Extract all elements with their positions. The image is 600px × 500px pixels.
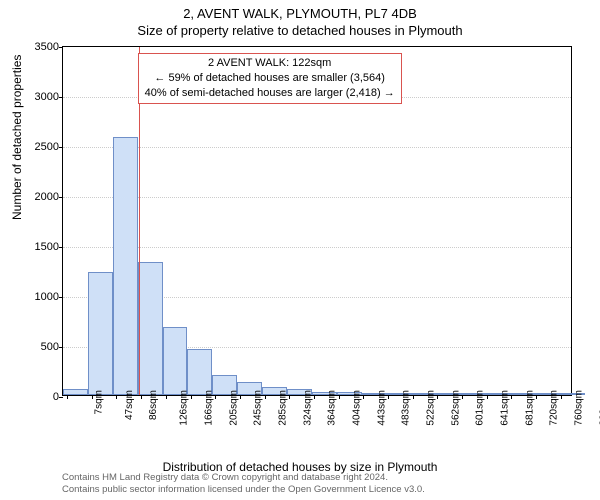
histogram-bar bbox=[138, 262, 163, 395]
x-tick-label: 324sqm bbox=[302, 390, 313, 426]
y-tick-label: 2500 bbox=[17, 141, 59, 153]
y-tick-label: 0 bbox=[17, 391, 59, 403]
plot-area: 05001000150020002500300035007sqm47sqm86s… bbox=[62, 46, 572, 396]
x-tick-label: 681sqm bbox=[524, 390, 535, 426]
x-tick-label: 443sqm bbox=[376, 390, 387, 426]
y-tick-label: 3000 bbox=[17, 91, 59, 103]
x-tick-label: 7sqm bbox=[94, 390, 105, 414]
y-tick-label: 1500 bbox=[17, 241, 59, 253]
x-tick-label: 641sqm bbox=[499, 390, 510, 426]
x-tick-label: 562sqm bbox=[450, 390, 461, 426]
title-address: 2, AVENT WALK, PLYMOUTH, PL7 4DB bbox=[0, 6, 600, 21]
annotation-line: ← 59% of detached houses are smaller (3,… bbox=[145, 71, 395, 86]
x-tick-label: 205sqm bbox=[228, 390, 239, 426]
histogram-bar bbox=[113, 137, 138, 395]
histogram-bar bbox=[187, 349, 212, 395]
y-tick-label: 3500 bbox=[17, 41, 59, 53]
x-tick-label: 126sqm bbox=[179, 390, 190, 426]
x-tick-label: 364sqm bbox=[327, 390, 338, 426]
x-tick-label: 245sqm bbox=[253, 390, 264, 426]
annotation-line: 2 AVENT WALK: 122sqm bbox=[145, 56, 395, 71]
x-tick-label: 404sqm bbox=[352, 390, 363, 426]
chart-container: 05001000150020002500300035007sqm47sqm86s… bbox=[62, 46, 572, 396]
x-tick-label: 285sqm bbox=[278, 390, 289, 426]
y-tick-label: 2000 bbox=[17, 191, 59, 203]
x-tick-label: 760sqm bbox=[573, 390, 584, 426]
footer-line2: Contains public sector information licen… bbox=[62, 484, 425, 496]
annotation-box: 2 AVENT WALK: 122sqm← 59% of detached ho… bbox=[138, 53, 402, 104]
y-tick-label: 500 bbox=[17, 341, 59, 353]
x-tick-label: 601sqm bbox=[474, 390, 485, 426]
x-tick-label: 720sqm bbox=[548, 390, 559, 426]
x-tick-label: 86sqm bbox=[149, 390, 160, 420]
footer: Contains HM Land Registry data © Crown c… bbox=[62, 472, 425, 496]
x-tick-label: 47sqm bbox=[124, 390, 135, 420]
x-tick-label: 166sqm bbox=[204, 390, 215, 426]
footer-line1: Contains HM Land Registry data © Crown c… bbox=[62, 472, 425, 484]
title-sub: Size of property relative to detached ho… bbox=[0, 23, 600, 38]
x-tick-label: 483sqm bbox=[401, 390, 412, 426]
annotation-line: 40% of semi-detached houses are larger (… bbox=[145, 86, 395, 101]
y-tick-label: 1000 bbox=[17, 291, 59, 303]
histogram-bar bbox=[163, 327, 188, 395]
x-tick-label: 522sqm bbox=[425, 390, 436, 426]
histogram-bar bbox=[88, 272, 113, 395]
